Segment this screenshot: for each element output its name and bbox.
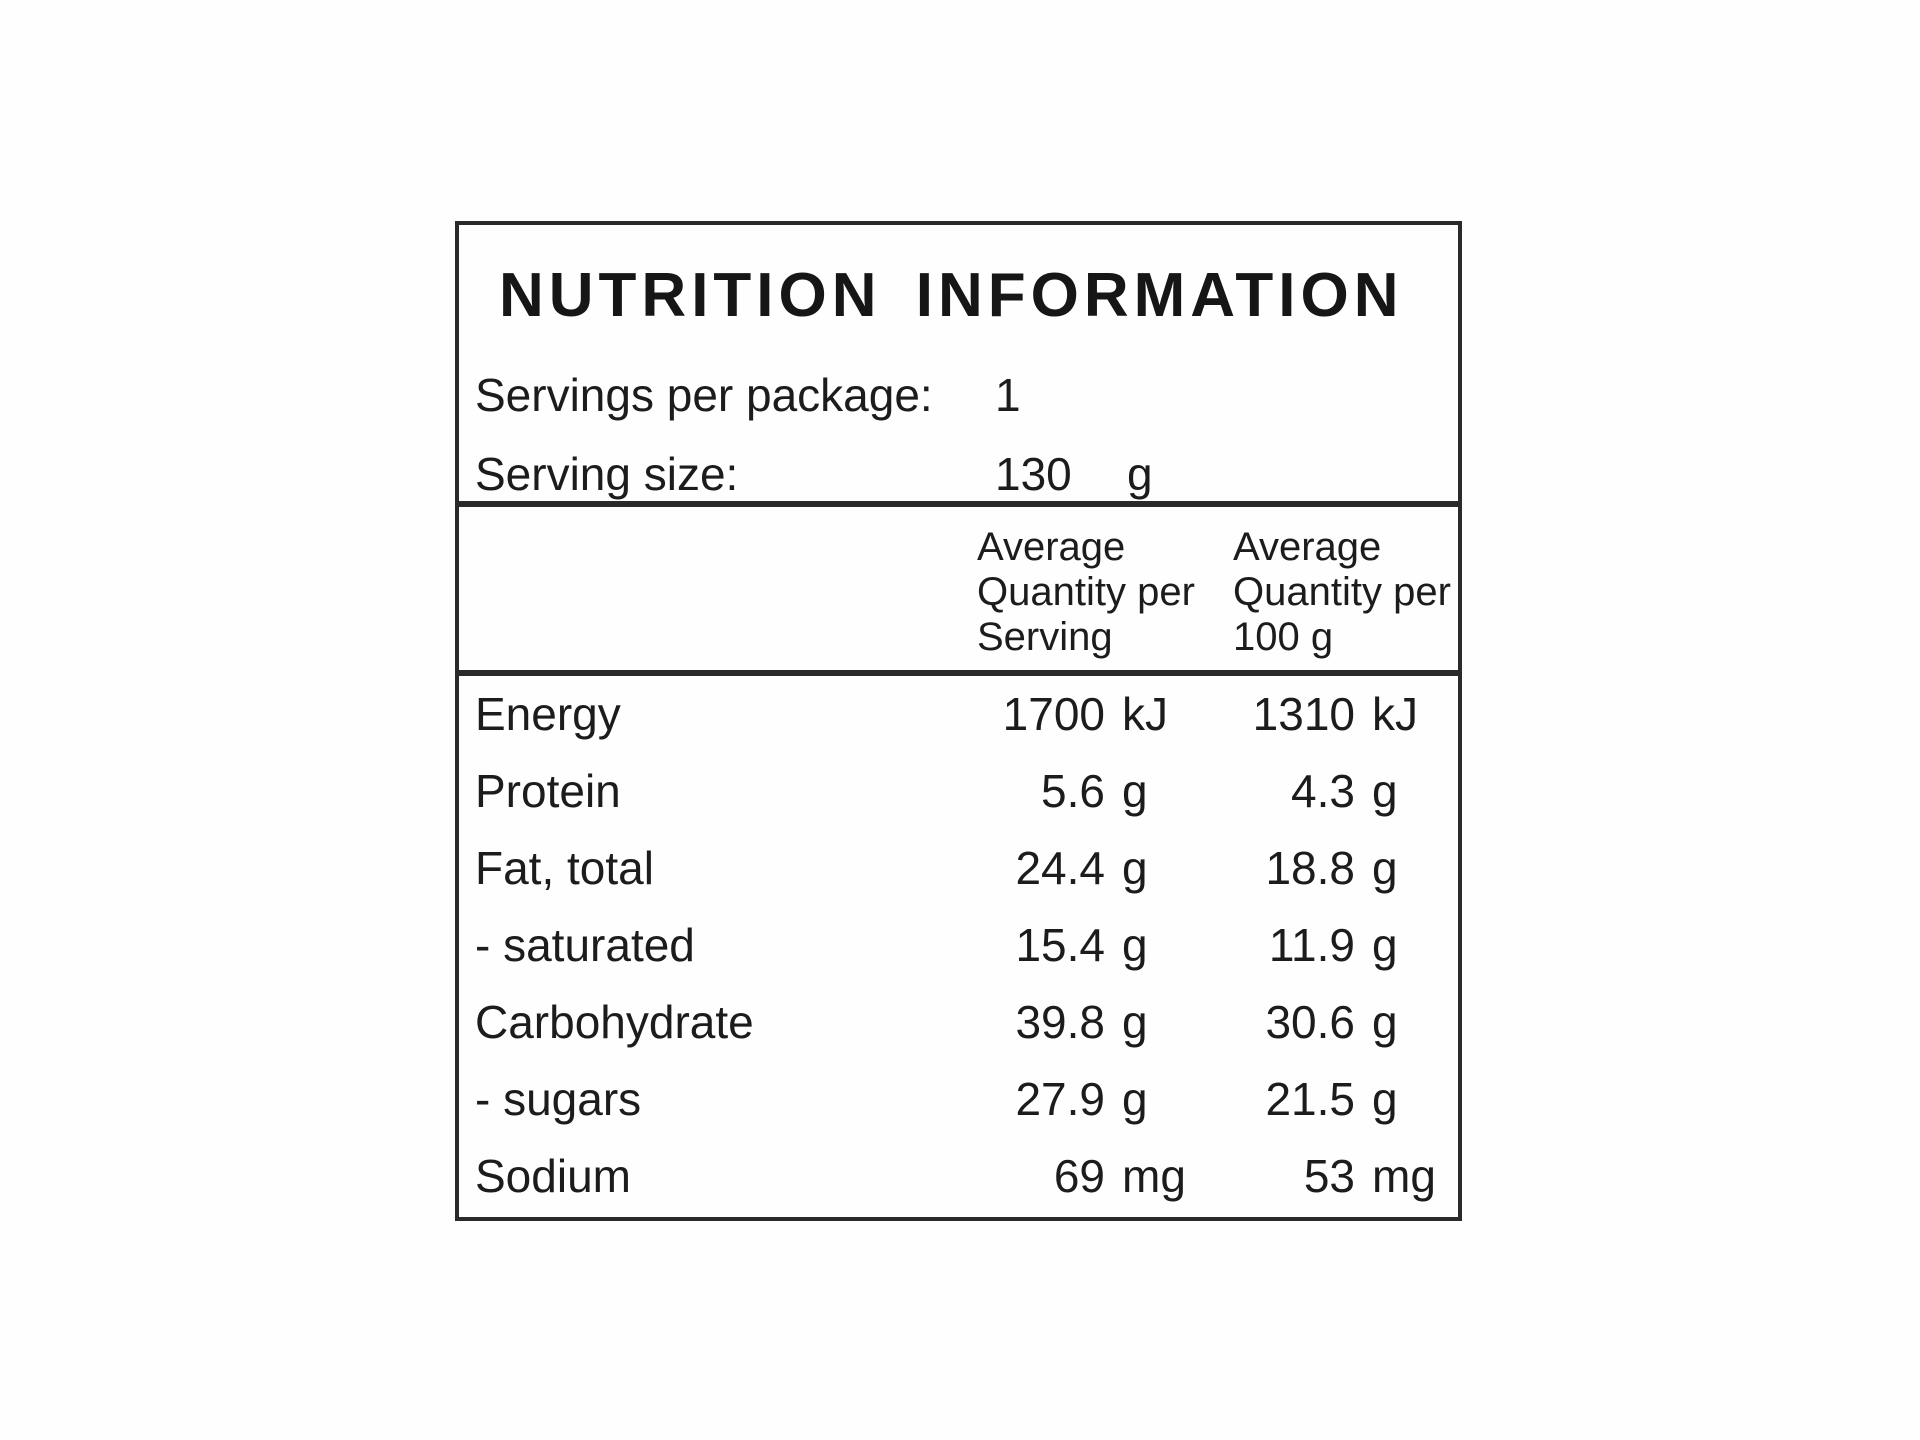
nutrient-label: - sugars [475,1073,642,1125]
servings-per-package-value: 1 [995,369,1021,421]
per-100g-value: 1310 [1252,688,1355,740]
per-serving-value: 27.9 [1015,1073,1105,1125]
per-100g-unit: g [1372,842,1398,894]
per-serving-value: 39.8 [1015,996,1105,1048]
nutrient-label: Energy [475,688,621,740]
per-100g-value: 11.9 [1268,919,1355,971]
column-header-per-serving: Average Quantity per Serving [977,525,1195,659]
serving-size-row: Serving size: 130 g [459,451,1458,497]
per-100g-unit: g [1372,919,1398,971]
table-row-sugars: - sugars 27.9 g 21.5 g [459,1061,1458,1138]
nutrition-information-panel: NUTRITION INFORMATION Servings per packa… [455,221,1462,1221]
per-100g-unit: kJ [1372,688,1418,740]
serving-size-value: 130 [995,448,1072,500]
per-serving-value: 1700 [1002,688,1105,740]
column-header-per-100g: Average Quantity per 100 g [1233,525,1451,659]
nutrient-label: Carbohydrate [475,996,754,1048]
nutrient-label: Protein [475,765,621,817]
table-row-protein: Protein 5.6 g 4.3 g [459,753,1458,830]
divider-below-header [459,670,1458,676]
nutrient-label: Sodium [475,1150,631,1202]
per-serving-unit: kJ [1122,688,1168,740]
per-100g-unit: mg [1372,1150,1436,1202]
divider-above-header [459,501,1458,507]
per-100g-value: 21.5 [1265,1073,1355,1125]
nutrient-table-body: Energy 1700 kJ 1310 kJ Protein 5.6 g 4.3… [459,676,1458,1215]
column-header-spacer [459,525,959,660]
per-serving-value: 69 [1053,1150,1105,1202]
per-100g-value: 4.3 [1291,765,1355,817]
per-serving-unit: g [1122,765,1148,817]
panel-title: NUTRITION INFORMATION [499,261,1404,330]
table-row-sodium: Sodium 69 mg 53 mg [459,1138,1458,1215]
per-serving-value: 24.4 [1015,842,1105,894]
serving-size-label: Serving size: [475,448,739,500]
per-100g-value: 53 [1303,1150,1355,1202]
per-serving-unit: g [1122,842,1148,894]
per-serving-unit: g [1122,919,1148,971]
per-serving-value: 15.4 [1015,919,1105,971]
table-row-saturated-fat: - saturated 15.4 g 11.9 g [459,907,1458,984]
serving-size-unit: g [1127,448,1153,500]
servings-per-package-label: Servings per package: [475,369,933,421]
per-serving-unit: g [1122,996,1148,1048]
nutrient-label: - saturated [475,919,695,971]
servings-per-package-unit-spacer [1107,372,1458,418]
per-serving-value: 5.6 [1041,765,1105,817]
nutrient-label: Fat, total [475,842,654,894]
per-100g-unit: g [1372,1073,1398,1125]
per-serving-unit: g [1122,1073,1148,1125]
per-100g-value: 30.6 [1265,996,1355,1048]
column-header-row: Average Quantity per Serving Average Qua… [459,507,1458,670]
table-row-carbohydrate: Carbohydrate 39.8 g 30.6 g [459,984,1458,1061]
per-serving-unit: mg [1122,1150,1186,1202]
table-row-fat-total: Fat, total 24.4 g 18.8 g [459,830,1458,907]
servings-per-package-row: Servings per package: 1 [459,372,1458,418]
table-row-energy: Energy 1700 kJ 1310 kJ [459,676,1458,753]
per-100g-unit: g [1372,765,1398,817]
per-100g-unit: g [1372,996,1398,1048]
per-100g-value: 18.8 [1265,842,1355,894]
